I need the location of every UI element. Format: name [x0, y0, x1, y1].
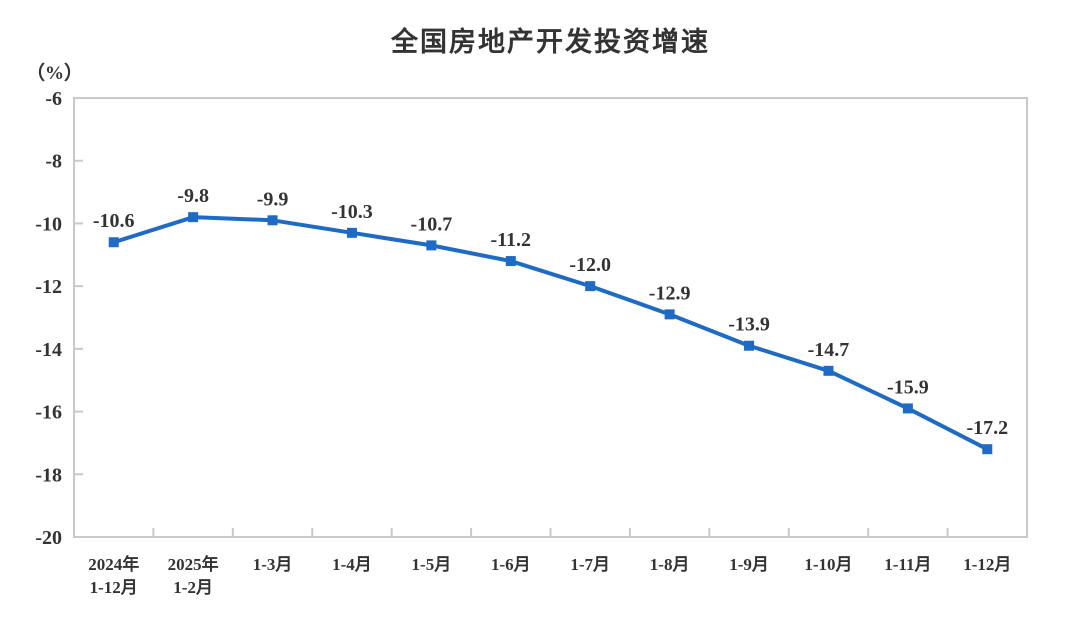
- svg-text:2024年: 2024年: [88, 554, 139, 574]
- svg-text:-14.7: -14.7: [808, 339, 850, 361]
- svg-text:1-7月: 1-7月: [570, 555, 610, 574]
- svg-text:-20: -20: [35, 527, 62, 549]
- svg-text:1-3月: 1-3月: [253, 555, 293, 574]
- svg-text:-16: -16: [35, 402, 62, 424]
- svg-text:1-4月: 1-4月: [332, 555, 372, 574]
- data-labels: -10.6 -9.8 -9.9 -10.3 -10.7 -11.2 -12.0 -12.9 -1…: [93, 185, 1008, 439]
- svg-text:-17.2: -17.2: [966, 417, 1008, 439]
- svg-text:-18: -18: [35, 464, 62, 486]
- data-points: [108, 212, 993, 455]
- svg-text:-13.9: -13.9: [728, 314, 770, 336]
- svg-text:-6: -6: [45, 88, 62, 110]
- svg-text:-10.6: -10.6: [93, 210, 135, 232]
- svg-text:-12: -12: [35, 276, 62, 298]
- y-axis: -6 -8 -10 -12 -14 -16 -18 -20: [35, 88, 83, 549]
- svg-text:2025年: 2025年: [168, 554, 219, 574]
- svg-text:-12.9: -12.9: [649, 282, 691, 304]
- svg-text:-10.3: -10.3: [331, 201, 373, 223]
- svg-text:-12.0: -12.0: [569, 254, 611, 276]
- chart-title: 全国房地产开发投资增速: [391, 27, 710, 57]
- svg-text:1-9月: 1-9月: [729, 555, 769, 574]
- y-axis-unit-label: （%）: [26, 63, 84, 84]
- svg-text:-9.8: -9.8: [177, 185, 209, 207]
- svg-text:1-11月: 1-11月: [884, 555, 931, 574]
- svg-text:1-5月: 1-5月: [412, 555, 452, 574]
- series-line: [111, 215, 990, 452]
- svg-text:-10: -10: [35, 213, 62, 235]
- x-axis: 2024年 1-12月 2025年 1-2月 1-3月 1-4月 1-5月 1-6月 1-7月 1…: [88, 528, 1011, 597]
- svg-text:1-12月: 1-12月: [963, 555, 1011, 574]
- svg-text:1-10月: 1-10月: [804, 555, 852, 574]
- svg-text:-15.9: -15.9: [887, 376, 929, 398]
- svg-text:-11.2: -11.2: [491, 229, 532, 251]
- svg-text:-14: -14: [35, 339, 62, 361]
- svg-text:1-2月: 1-2月: [173, 578, 213, 597]
- svg-text:1-12月: 1-12月: [90, 578, 138, 597]
- svg-text:-9.9: -9.9: [257, 188, 289, 210]
- svg-text:1-6月: 1-6月: [491, 555, 531, 574]
- svg-text:-8: -8: [45, 151, 62, 173]
- svg-text:-10.7: -10.7: [411, 213, 453, 235]
- svg-text:1-8月: 1-8月: [650, 555, 690, 574]
- plot-border: [73, 97, 1028, 538]
